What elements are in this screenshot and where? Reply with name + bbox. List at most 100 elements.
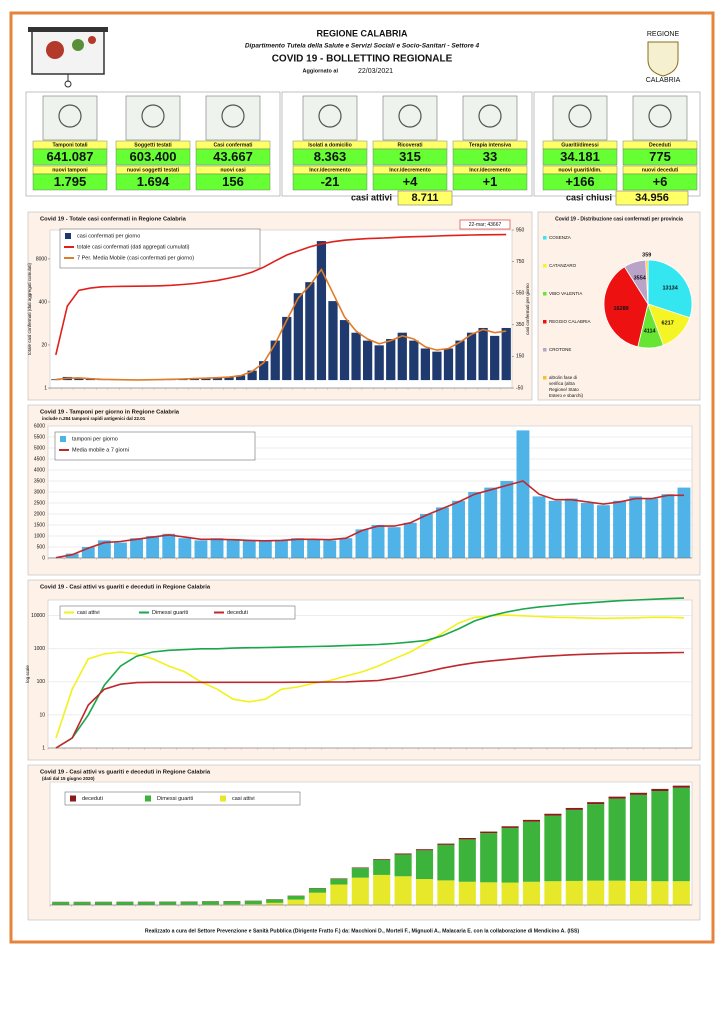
bar	[444, 349, 453, 381]
bar	[673, 881, 690, 905]
bar	[162, 534, 175, 558]
slice-label: 3554	[634, 275, 647, 281]
legend-swatch	[60, 436, 66, 442]
bar	[565, 499, 578, 558]
bar	[288, 896, 305, 900]
bar	[323, 540, 336, 558]
bar	[340, 320, 349, 380]
bar	[480, 833, 497, 882]
bar	[309, 888, 326, 892]
bar	[630, 793, 647, 795]
bar	[409, 341, 418, 381]
bar	[330, 879, 347, 885]
legend-label: Dimessi guariti	[157, 796, 193, 802]
bar	[373, 859, 390, 860]
stat-subvalue: +166	[565, 174, 594, 189]
legend-swatch	[543, 264, 547, 268]
stat-label: Deceduti	[649, 143, 671, 149]
icon	[303, 96, 357, 140]
bar	[459, 838, 476, 839]
y2-tick-label: 750	[516, 259, 525, 265]
stat-value: 33	[483, 149, 497, 164]
legend-label: COSENZA	[549, 235, 571, 240]
bar	[395, 854, 412, 876]
bar	[395, 876, 412, 905]
bar	[330, 885, 347, 906]
closed-value: 34.956	[635, 192, 669, 204]
bar	[352, 868, 369, 878]
stat-sublabel: Incr./decremento	[309, 168, 351, 174]
bar	[271, 341, 280, 381]
bar	[452, 501, 465, 558]
logo-text: REGIONE	[647, 31, 680, 38]
bar	[211, 538, 224, 558]
y-tick-label: 0	[42, 555, 45, 561]
y-tick-label: 4500	[34, 456, 45, 462]
bar	[587, 802, 604, 804]
stat-sublabel: nuovi tamponi	[52, 168, 88, 174]
bar	[138, 902, 155, 905]
stat-value: 8.363	[314, 149, 347, 164]
bar	[517, 430, 530, 558]
bar	[651, 789, 668, 791]
bar	[266, 903, 283, 905]
bar	[436, 507, 449, 558]
legend-label: REGGIO CALABRIA	[549, 319, 591, 324]
y-tick-label: 2000	[34, 511, 45, 517]
legend-label: VIBO VALENTIA	[549, 291, 582, 296]
icon	[553, 96, 607, 140]
bar	[74, 902, 91, 905]
legend-swatch	[543, 348, 547, 352]
bar	[502, 828, 519, 883]
stat-sublabel: Incr./decremento	[469, 168, 511, 174]
bar	[484, 488, 497, 558]
y-tick-label: 10	[39, 712, 45, 718]
stat-label: Ricoverati	[397, 143, 423, 149]
bar	[544, 881, 561, 905]
bar	[630, 795, 647, 881]
y2-tick-label: 950	[516, 227, 525, 233]
bar	[339, 538, 352, 558]
bar	[566, 881, 583, 905]
stat-label: Terapia intensiva	[469, 143, 511, 149]
legend-swatch	[65, 233, 71, 239]
chart-title: Covid 19 - Casi attivi vs guariti e dece…	[40, 770, 211, 776]
stat-subvalue: 156	[222, 174, 244, 189]
bar	[459, 882, 476, 905]
stat-sublabel: Incr./decremento	[389, 168, 431, 174]
bar	[468, 492, 481, 558]
y-tick-label: 3500	[34, 478, 45, 484]
bar	[544, 814, 561, 816]
bar	[533, 496, 546, 558]
legend-label: Dimessi guariti	[152, 610, 188, 616]
closed-label: casi chiusi	[566, 192, 612, 202]
bar	[195, 540, 208, 558]
chart: Covid 19 - Totale casi confermati in Reg…	[27, 212, 532, 400]
bar	[480, 832, 497, 834]
bulletin-title: COVID 19 - BOLLETTINO REGIONALE	[272, 54, 453, 65]
bar	[523, 882, 540, 905]
stat-subvalue: +6	[653, 174, 668, 189]
icon	[383, 96, 437, 140]
bar	[178, 538, 191, 558]
bar	[459, 839, 476, 881]
bar	[651, 791, 668, 881]
y-tick-label: 100	[37, 679, 46, 685]
y-tick-label: 400	[39, 299, 48, 305]
bar	[159, 902, 176, 905]
y-tick-label: 2500	[34, 500, 45, 506]
bar	[116, 902, 133, 905]
bar	[181, 902, 198, 905]
bar	[416, 849, 433, 850]
slice-label: 6217	[662, 320, 674, 326]
y-tick-label: 8000	[36, 256, 47, 262]
bar	[432, 352, 441, 380]
bar	[566, 810, 583, 881]
plot-area	[48, 600, 692, 748]
bar	[146, 536, 159, 558]
bar	[420, 514, 433, 558]
stat-value: 775	[649, 149, 671, 164]
y-tick-label: 1	[44, 385, 47, 391]
bar	[352, 878, 369, 905]
